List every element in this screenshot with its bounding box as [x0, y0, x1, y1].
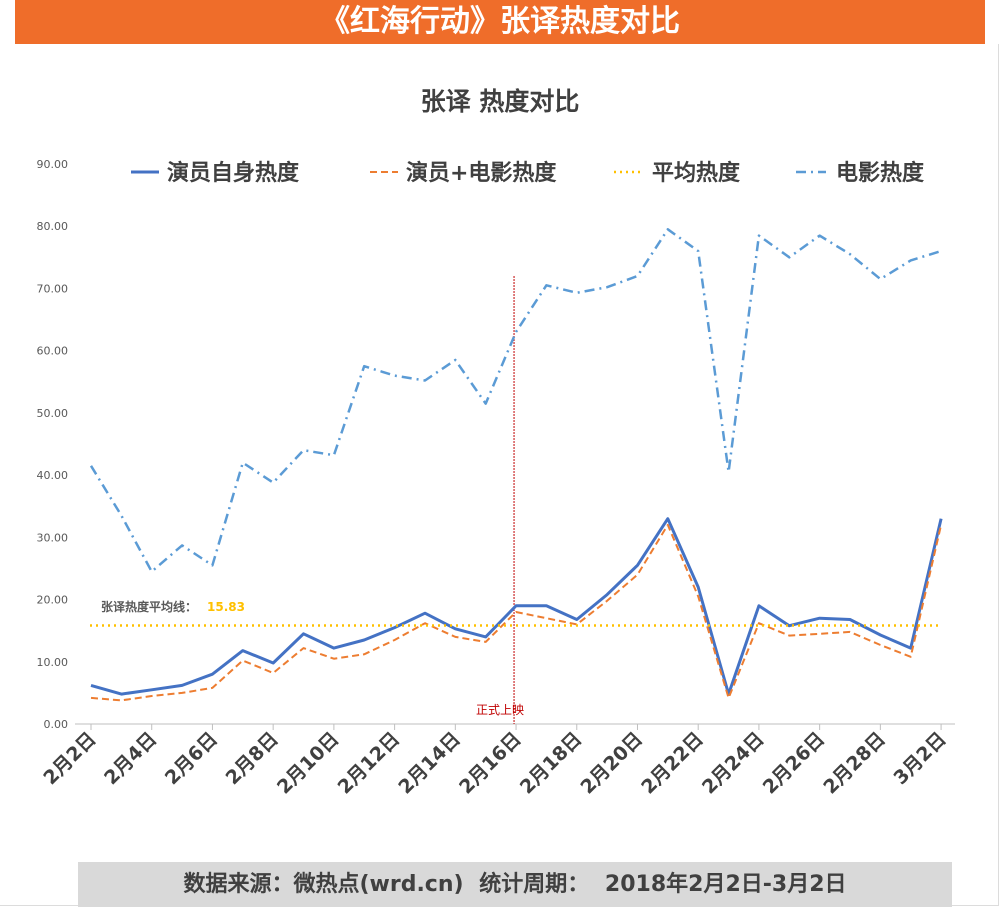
x-tick-label: 2月20日	[577, 728, 647, 798]
series-line-actor-plus-movie	[90, 523, 943, 702]
x-tick-label: 2月14日	[394, 728, 464, 798]
series-line-actor	[90, 517, 943, 696]
y-tick-label: 10.00	[37, 656, 69, 669]
x-tick-label: 2月24日	[698, 728, 768, 798]
x-tick-label: 2月26日	[759, 728, 829, 798]
x-tick-label: 2月10日	[273, 728, 343, 798]
period-label: 统计周期：	[479, 872, 590, 897]
banner: 《红海行动》张译热度对比	[15, 0, 985, 44]
x-tick-label: 2月2日	[39, 728, 100, 789]
y-tick-label: 50.00	[37, 407, 69, 420]
legend-label-movie: 电影热度	[836, 160, 925, 186]
y-tick-label: 70.00	[37, 282, 69, 295]
release-marker-label: 正式上映	[476, 703, 524, 717]
chart-title: 张译 热度对比	[421, 87, 580, 116]
series-line-movie	[89, 228, 942, 573]
y-tick-label: 30.00	[37, 531, 69, 544]
y-tick-label: 40.00	[37, 469, 69, 482]
source-label: 数据来源：微热点(wrd.cn)	[183, 872, 464, 897]
legend-label-actor: 演员自身热度	[167, 160, 300, 186]
x-tick-label: 2月16日	[455, 728, 525, 798]
x-tick-label: 2月22日	[637, 728, 707, 798]
x-tick-label: 2月6日	[161, 728, 222, 789]
series-group	[89, 228, 943, 702]
average-line-label: 张译热度平均线：	[101, 599, 197, 614]
period-value: 2018年2月2日-3月2日	[604, 872, 847, 897]
y-tick-label: 90.00	[37, 158, 69, 171]
chart-frame: 张译 热度对比 演员自身热度 演员+电影热度 平均热度 电影热度 0.00 10.…	[0, 44, 999, 906]
y-tick-label: 0.00	[44, 718, 69, 731]
y-tick-label: 60.00	[37, 345, 69, 358]
x-tick-label: 2月28日	[819, 728, 889, 798]
average-line-value: 15.83	[207, 600, 245, 614]
legend: 演员自身热度 演员+电影热度 平均热度 电影热度	[131, 160, 925, 186]
y-tick-label: 20.00	[37, 594, 69, 607]
x-axis: 2月2日 2月4日 2月6日 2月8日2月10日2月12日2月14日2月16日2月18…	[39, 276, 955, 798]
legend-label-actor-plus-movie: 演员+电影热度	[406, 160, 557, 186]
x-tick-label: 2月12日	[334, 728, 404, 798]
y-tick-label: 80.00	[37, 220, 69, 233]
y-axis: 0.00 10.00 20.00 30.00 40.00 50.00 60.00 70.00 8…	[37, 158, 69, 731]
line-chart: 张译 热度对比 演员自身热度 演员+电影热度 平均热度 电影热度 0.00 10.…	[37, 87, 955, 798]
x-tick-label: 3月2日	[889, 728, 950, 789]
x-tick-label: 2月4日	[100, 728, 161, 789]
banner-title: 《红海行动》张译热度对比	[320, 4, 680, 39]
data-source-footer: 数据来源：微热点(wrd.cn) 统计周期： 2018年2月2日-3月2日	[78, 862, 952, 907]
x-tick-label: 2月18日	[516, 728, 586, 798]
legend-label-average: 平均热度	[652, 160, 741, 186]
x-tick-label: 2月8日	[222, 728, 283, 789]
